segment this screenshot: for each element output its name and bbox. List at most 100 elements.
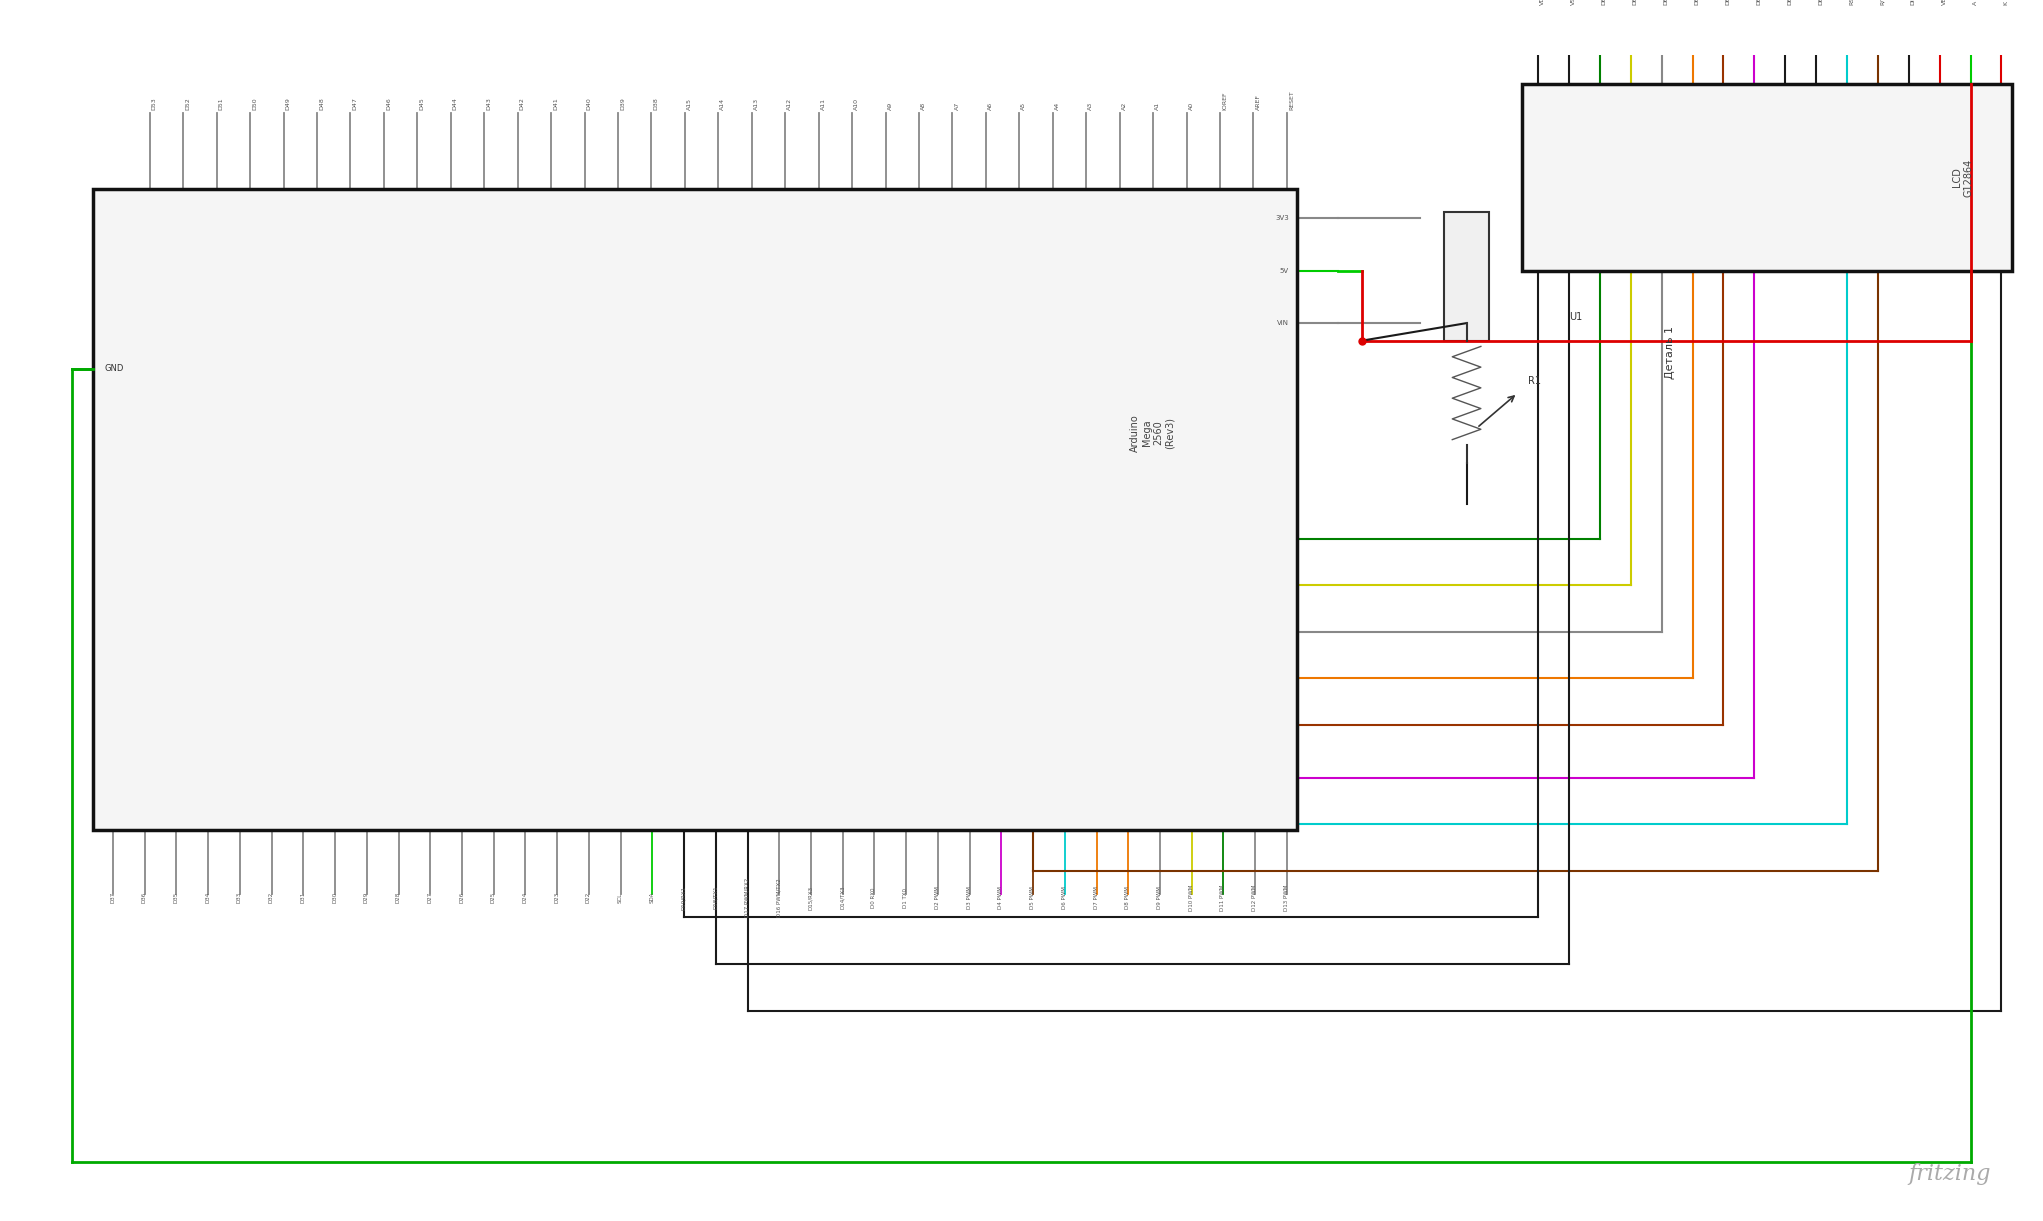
Text: DB3: DB3 bbox=[1694, 0, 1700, 5]
Text: A5: A5 bbox=[1022, 101, 1026, 110]
Text: A8: A8 bbox=[921, 101, 925, 110]
Text: D11 PWM: D11 PWM bbox=[1220, 884, 1226, 911]
Text: D36: D36 bbox=[141, 891, 147, 904]
Text: D27: D27 bbox=[427, 891, 433, 904]
Text: GND: GND bbox=[104, 364, 125, 374]
Text: D8 PWM: D8 PWM bbox=[1126, 886, 1130, 908]
Text: D14/TX3: D14/TX3 bbox=[840, 885, 844, 910]
Bar bbox=[1522, 84, 2012, 271]
Text: D13 PWM: D13 PWM bbox=[1283, 884, 1289, 911]
Text: A2: A2 bbox=[1122, 101, 1128, 110]
Text: fritzing: fritzing bbox=[1908, 1164, 1992, 1186]
Text: D22: D22 bbox=[586, 891, 590, 904]
Text: D31: D31 bbox=[300, 891, 304, 904]
Text: D53: D53 bbox=[151, 98, 157, 110]
Text: VDD: VDD bbox=[1540, 0, 1545, 5]
Text: A11: A11 bbox=[821, 98, 825, 110]
Text: A9: A9 bbox=[887, 101, 893, 110]
Text: D46: D46 bbox=[386, 98, 390, 110]
Text: D25: D25 bbox=[490, 891, 496, 904]
Text: SCL: SCL bbox=[617, 893, 623, 902]
Text: D43: D43 bbox=[486, 96, 490, 110]
Text: D47: D47 bbox=[353, 96, 358, 110]
Text: D52: D52 bbox=[186, 98, 190, 110]
Text: A13: A13 bbox=[754, 98, 758, 110]
Text: DB7: DB7 bbox=[1818, 0, 1822, 5]
Text: A3: A3 bbox=[1089, 101, 1093, 110]
Text: D19/RX1: D19/RX1 bbox=[680, 885, 686, 910]
Text: 3V3: 3V3 bbox=[1275, 215, 1289, 221]
Text: D7 PWM: D7 PWM bbox=[1093, 886, 1099, 908]
Text: D39: D39 bbox=[619, 96, 625, 110]
Text: A4: A4 bbox=[1054, 101, 1060, 110]
Text: A14: A14 bbox=[721, 98, 725, 110]
Text: A1: A1 bbox=[1154, 101, 1160, 110]
Text: D17 PWM/RX2: D17 PWM/RX2 bbox=[744, 878, 750, 917]
Text: D34: D34 bbox=[204, 891, 210, 904]
Text: D41: D41 bbox=[554, 98, 558, 110]
Text: DB5: DB5 bbox=[1757, 0, 1761, 5]
Text: A15: A15 bbox=[686, 98, 693, 110]
Text: A7: A7 bbox=[954, 101, 960, 110]
Text: VSS: VSS bbox=[1571, 0, 1575, 5]
Text: D42: D42 bbox=[519, 96, 525, 110]
Text: D23: D23 bbox=[554, 891, 560, 904]
Text: D45: D45 bbox=[419, 98, 425, 110]
Text: D4 PWM: D4 PWM bbox=[999, 886, 1003, 908]
Text: A: A bbox=[1974, 1, 1978, 5]
Text: A0: A0 bbox=[1189, 101, 1193, 110]
Text: AREF: AREF bbox=[1256, 94, 1261, 110]
Text: D44: D44 bbox=[454, 96, 458, 110]
Text: D12 PWM: D12 PWM bbox=[1252, 884, 1256, 911]
Text: D24: D24 bbox=[523, 891, 527, 904]
Text: IOREF: IOREF bbox=[1222, 92, 1228, 110]
Text: D15/RX3: D15/RX3 bbox=[809, 885, 813, 910]
Bar bbox=[92, 189, 1297, 830]
Bar bbox=[1444, 212, 1489, 341]
Text: D50: D50 bbox=[251, 98, 257, 110]
Text: D33: D33 bbox=[237, 891, 241, 904]
Text: SDA: SDA bbox=[650, 891, 654, 904]
Text: D2 PWM: D2 PWM bbox=[936, 886, 940, 908]
Text: A12: A12 bbox=[787, 98, 793, 110]
Text: VEE: VEE bbox=[1941, 0, 1947, 5]
Text: 5V: 5V bbox=[1279, 267, 1289, 274]
Text: D3 PWM: D3 PWM bbox=[966, 886, 972, 908]
Text: D29: D29 bbox=[364, 891, 370, 904]
Text: D18/TX1: D18/TX1 bbox=[713, 885, 717, 910]
Text: D32: D32 bbox=[270, 891, 274, 904]
Text: Arduino
Mega
2560
(Rev3): Arduino Mega 2560 (Rev3) bbox=[1130, 414, 1175, 452]
Text: U1: U1 bbox=[1569, 313, 1581, 322]
Text: D26: D26 bbox=[460, 891, 464, 904]
Text: DI: DI bbox=[1910, 0, 1916, 5]
Text: DB6: DB6 bbox=[1788, 0, 1792, 5]
Text: D40: D40 bbox=[586, 98, 592, 110]
Text: VIN: VIN bbox=[1277, 320, 1289, 326]
Text: A6: A6 bbox=[989, 101, 993, 110]
Text: D6 PWM: D6 PWM bbox=[1062, 886, 1066, 908]
Text: DB4: DB4 bbox=[1726, 0, 1730, 5]
Text: D48: D48 bbox=[319, 98, 325, 110]
Text: LCD
G12864: LCD G12864 bbox=[1951, 159, 1974, 197]
Text: R/W: R/W bbox=[1880, 0, 1886, 5]
Text: DB1: DB1 bbox=[1632, 0, 1638, 5]
Text: D51: D51 bbox=[219, 98, 223, 110]
Text: DB0: DB0 bbox=[1602, 0, 1608, 5]
Text: Деталь 1: Деталь 1 bbox=[1665, 326, 1675, 379]
Text: D5 PWM: D5 PWM bbox=[1030, 886, 1036, 908]
Text: RESET: RESET bbox=[1289, 90, 1293, 110]
Text: RST: RST bbox=[1849, 0, 1855, 5]
Text: D38: D38 bbox=[654, 98, 658, 110]
Text: D28: D28 bbox=[396, 891, 400, 904]
Text: D30: D30 bbox=[333, 891, 337, 904]
Text: D10 PWM: D10 PWM bbox=[1189, 884, 1193, 911]
Text: D0 RX0: D0 RX0 bbox=[872, 888, 876, 907]
Text: D37: D37 bbox=[110, 891, 114, 904]
Text: D49: D49 bbox=[286, 96, 290, 110]
Text: D9 PWM: D9 PWM bbox=[1156, 886, 1162, 908]
Text: R1: R1 bbox=[1528, 376, 1540, 386]
Text: A10: A10 bbox=[854, 98, 860, 110]
Text: K: K bbox=[2004, 1, 2008, 5]
Text: D16 PWM/TX2: D16 PWM/TX2 bbox=[776, 878, 780, 917]
Text: DB2: DB2 bbox=[1663, 0, 1669, 5]
